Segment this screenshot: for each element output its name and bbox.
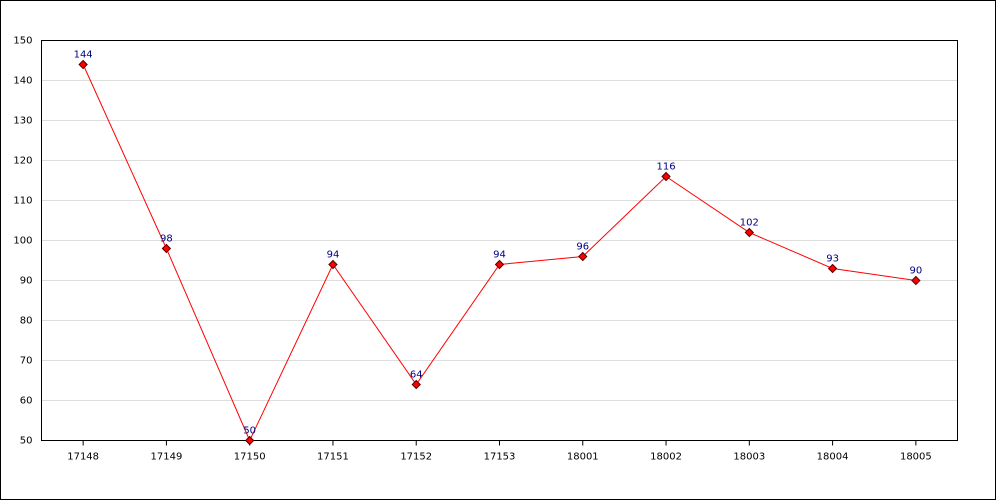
data-label: 93 [826, 254, 839, 265]
data-label: 94 [327, 250, 340, 261]
x-tick-label: 18004 [817, 452, 849, 463]
x-tick-label: 17150 [234, 452, 266, 463]
point [827, 263, 838, 274]
point [78, 59, 88, 70]
y-tick-label: 110 [13, 196, 32, 207]
x-tick-label: 18001 [567, 452, 599, 463]
data-label: 94 [493, 250, 506, 261]
y-tick-label: 70 [20, 356, 33, 367]
data-label: 96 [576, 242, 589, 253]
point [911, 275, 921, 286]
data-label: 90 [909, 266, 922, 277]
point [661, 171, 671, 182]
point [578, 251, 588, 262]
x-tick-label: 17151 [317, 452, 349, 463]
point [244, 435, 255, 446]
y-tick-label: 90 [20, 276, 33, 287]
data-label: 98 [160, 234, 173, 245]
x-tick-label: 17153 [484, 452, 516, 463]
x-tick-label: 17148 [67, 452, 99, 463]
data-label: 50 [243, 426, 256, 437]
point [161, 243, 172, 254]
x-tick-label: 18003 [733, 452, 765, 463]
y-tick-label: 80 [20, 316, 33, 327]
y-tick-label: 60 [20, 396, 33, 407]
y-tick-label: 130 [13, 116, 32, 127]
data-label: 116 [656, 162, 675, 173]
point [494, 259, 505, 270]
y-tick-label: 50 [20, 436, 33, 447]
x-tick-label: 18005 [900, 452, 932, 463]
point [411, 379, 421, 390]
data-label: 102 [740, 218, 759, 229]
point [744, 227, 755, 238]
data-label: 64 [410, 370, 423, 381]
y-tick-label: 150 [13, 36, 32, 47]
y-tick-label: 120 [13, 156, 32, 167]
x-tick-label: 18002 [650, 452, 682, 463]
y-tick-label: 140 [13, 76, 32, 87]
x-tick-label: 17152 [400, 452, 432, 463]
data-label: 144 [74, 50, 93, 61]
x-tick-label: 17149 [151, 452, 183, 463]
y-tick-label: 100 [13, 236, 32, 247]
point [328, 259, 338, 270]
